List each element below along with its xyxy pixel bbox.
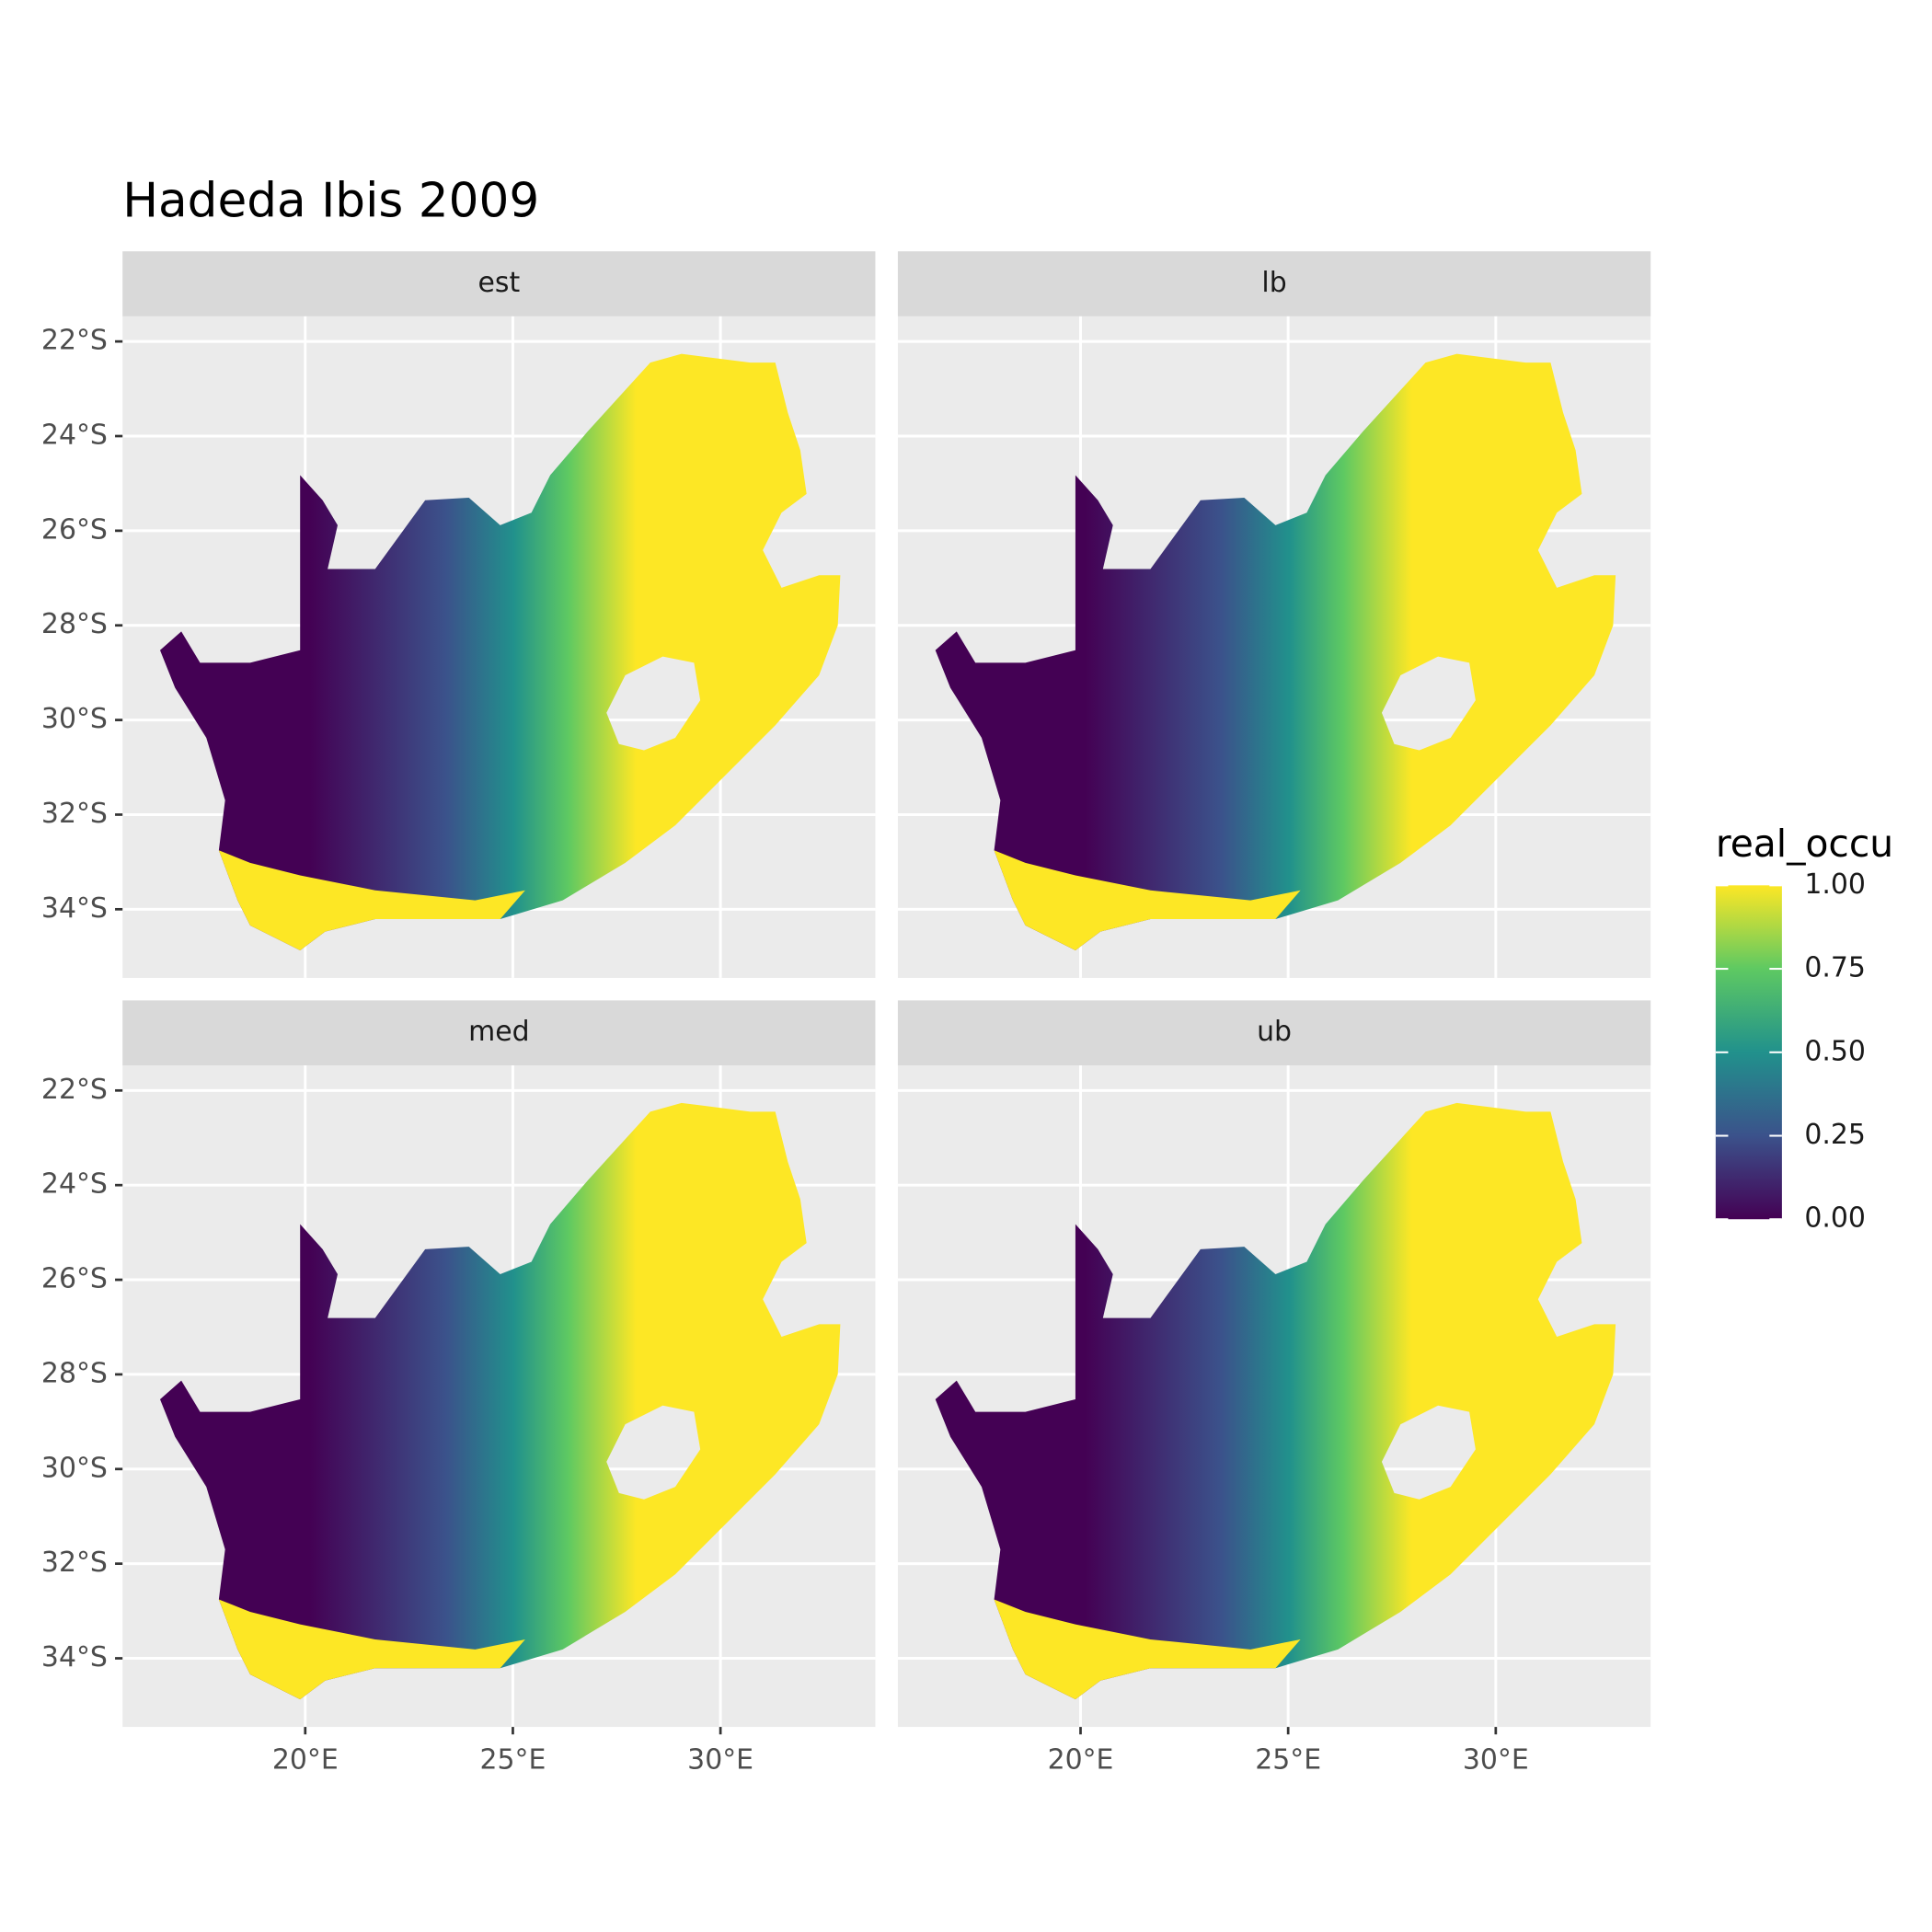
x-tick-label: 25°E: [480, 1743, 546, 1776]
x-tick-label: 25°E: [1255, 1743, 1321, 1776]
legend-label: 0.50: [1804, 1035, 1866, 1067]
y-tick-label: 24°S: [41, 420, 108, 452]
x-tick-label: 20°E: [1048, 1743, 1114, 1776]
x-tick-label: 30°E: [1463, 1743, 1529, 1776]
y-tick-label: 26°S: [41, 1263, 108, 1295]
legend-title: real_occu: [1716, 822, 1893, 866]
y-tick-label: 22°S: [41, 325, 108, 357]
legend-label: 0.75: [1804, 952, 1866, 984]
y-tick-label: 34°S: [41, 1641, 108, 1673]
legend-label: 0.25: [1804, 1119, 1866, 1151]
legend-label: 1.00: [1804, 868, 1866, 901]
strip: [897, 251, 1651, 316]
y-tick-label: 28°S: [41, 608, 108, 640]
strip-label: med: [468, 1016, 529, 1048]
strip-label: lb: [1261, 267, 1286, 299]
legend-label: 0.00: [1804, 1202, 1866, 1235]
y-tick-label: 24°S: [41, 1168, 108, 1201]
y-tick-label: 34°S: [41, 892, 108, 925]
y-tick-label: 28°S: [41, 1357, 108, 1389]
y-tick-label: 30°S: [41, 1452, 108, 1484]
strip: [122, 251, 876, 316]
y-tick-label: 22°S: [41, 1074, 108, 1106]
strip-label: ub: [1257, 1016, 1292, 1048]
y-tick-label: 30°S: [41, 703, 108, 735]
strip-label: est: [477, 267, 520, 299]
y-tick-label: 32°S: [41, 1547, 108, 1579]
y-tick-label: 32°S: [41, 798, 108, 830]
y-tick-label: 26°S: [41, 513, 108, 546]
strip: [897, 1000, 1651, 1066]
strip: [122, 1000, 876, 1066]
chart-title: Hadeda Ibis 2009: [122, 174, 539, 229]
x-tick-label: 20°E: [272, 1743, 339, 1776]
x-tick-label: 30°E: [687, 1743, 753, 1776]
